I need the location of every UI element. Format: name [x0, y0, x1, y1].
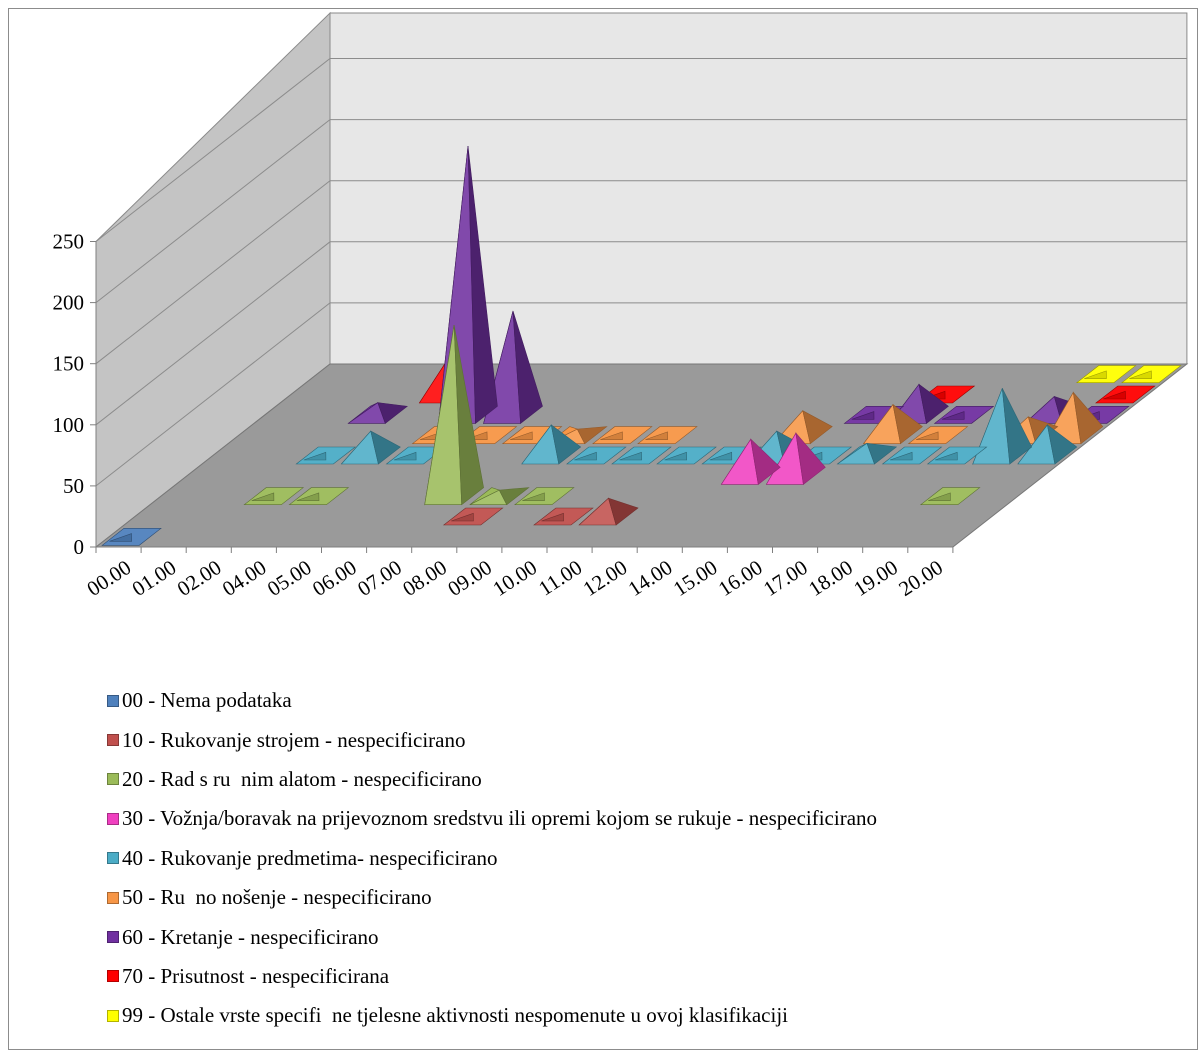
- y-tick-label: 50: [63, 474, 84, 498]
- x-tick-label: 19.00: [849, 555, 902, 601]
- y-tick-label: 150: [53, 352, 85, 376]
- x-tick-label: 09.00: [443, 555, 496, 601]
- pyramid-bar: [765, 432, 826, 485]
- pyramid-bar: [424, 325, 484, 506]
- legend-item: 60 - Kretanje - nespecificirano: [107, 917, 877, 956]
- pyramid-bar: [101, 527, 162, 546]
- pyramid-bar: [836, 442, 898, 465]
- legend-label: 70 - Prisutnost - nespecificirana: [122, 963, 390, 988]
- pyramid-bar: [514, 487, 575, 506]
- x-tick-label: 18.00: [804, 555, 857, 601]
- pyramid-bar: [566, 446, 627, 465]
- legend-swatch: [107, 812, 119, 825]
- legend-label: 10 - Rukovanje strojem - nespecificirano: [122, 727, 466, 752]
- legend-label: 60 - Kretanje - nespecificirano: [122, 924, 379, 949]
- legend-swatch: [107, 773, 119, 786]
- legend-swatch: [107, 694, 119, 707]
- pyramid-bar: [442, 507, 504, 526]
- legend-label: 20 - Rad s ru nim alatom - nespecificira…: [122, 766, 482, 791]
- legend-item: 00 - Nema podataka: [107, 681, 877, 720]
- pyramid-bar: [385, 446, 447, 465]
- pyramid-bar: [1121, 365, 1182, 384]
- pyramid-bar: [347, 402, 408, 424]
- legend-label: 30 - Vožnja/boravak na prijevoznom sreds…: [122, 806, 878, 831]
- pyramid-bar: [926, 446, 988, 465]
- x-tick-label: 07.00: [353, 555, 406, 601]
- pyramid-bar: [1095, 385, 1156, 404]
- plot-area: 0 50 100 150 200 250 00.0001.0002.0004.0005.00…: [53, 11, 1189, 601]
- legend-item: 10 - Rukovanje strojem - nespecificirano: [107, 720, 877, 759]
- gridline: [95, 180, 1187, 365]
- legend-swatch: [107, 970, 119, 983]
- pyramid-bar: [656, 446, 717, 465]
- pyramid-bar: [919, 487, 981, 506]
- pyramid-bar: [521, 424, 582, 465]
- pyramid-bar: [720, 438, 781, 485]
- pyramid-bar: [881, 446, 943, 465]
- x-tick-label: 17.00: [759, 555, 812, 601]
- x-tick-label: 12.00: [579, 555, 632, 601]
- pyramid-bar: [578, 497, 639, 526]
- x-tick-label: 05.00: [263, 555, 316, 601]
- x-tick-label: 02.00: [173, 555, 226, 601]
- gridline: [95, 58, 1187, 242]
- legend-item: 70 - Prisutnost - nespecificirana: [107, 957, 877, 996]
- legend-item: 40 - Rukovanje predmetima- nespecificira…: [107, 839, 877, 878]
- pyramid-bar: [1075, 365, 1137, 384]
- pyramid-bar: [469, 487, 530, 506]
- gridline: [95, 119, 1187, 303]
- legend-swatch: [107, 1009, 119, 1022]
- x-tick-label: 14.00: [624, 555, 677, 601]
- legend-item: 50 - Ru no nošenje - nespecificirano: [107, 878, 877, 917]
- x-tick-label: 01.00: [128, 555, 181, 601]
- pyramid-bar: [533, 507, 594, 526]
- y-tick-label: 0: [74, 535, 85, 559]
- x-tick-label: 11.00: [534, 555, 586, 600]
- gridline: [95, 302, 1187, 487]
- pyramid-bar: [933, 405, 995, 424]
- legend-swatch: [107, 891, 119, 904]
- legend-label: 50 - Ru no nošenje - nespecificirano: [122, 885, 432, 910]
- pyramid-bar: [592, 426, 653, 445]
- pyramid-bar: [972, 388, 1033, 465]
- legend-label: 40 - Rukovanje predmetima- nespecificira…: [122, 845, 498, 870]
- pyramid-bar: [288, 487, 350, 506]
- legend-item: 20 - Rad s ru nim alatom - nespecificira…: [107, 760, 877, 799]
- legend-swatch: [107, 734, 119, 747]
- gridline: [95, 241, 1187, 426]
- x-tick-label: 10.00: [488, 555, 541, 601]
- pyramid-bar: [340, 430, 401, 465]
- x-tick-label: 16.00: [714, 555, 767, 601]
- pyramid-bar: [637, 426, 698, 445]
- legend-item: 99 - Ostale vrste specifi ne tjelesne ak…: [107, 996, 877, 1035]
- x-tick-label: 04.00: [218, 555, 271, 601]
- legend-item: 30 - Vožnja/boravak na prijevoznom sreds…: [107, 799, 877, 838]
- pyramid-bar: [862, 403, 923, 445]
- legend: 00 - Nema podataka 10 - Rukovanje strojem…: [107, 681, 877, 1036]
- pyramid-bar: [907, 426, 969, 445]
- y-tick-label: 100: [53, 413, 85, 437]
- x-tick-label: 06.00: [308, 555, 361, 601]
- pyramid-bar: [1017, 424, 1078, 465]
- legend-label: 99 - Ostale vrste specifi ne tjelesne ak…: [122, 1003, 789, 1028]
- x-tick-label: 08.00: [398, 555, 451, 601]
- legend-swatch: [107, 852, 119, 865]
- legend-label: 00 - Nema podataka: [122, 688, 292, 713]
- x-tick-label: 00.00: [83, 555, 136, 601]
- pyramid-bar: [611, 446, 672, 465]
- chart-frame: 0 50 100 150 200 250 00.00 01.00 02.00 04.00 05.00…: [8, 8, 1198, 1050]
- pyramid-bar: [295, 446, 357, 465]
- x-tick-label: 15.00: [669, 555, 722, 601]
- pyramid-bar: [438, 145, 498, 425]
- pyramid-bar: [243, 487, 305, 506]
- y-tick-label: 250: [53, 230, 85, 254]
- y-tick-label: 200: [53, 291, 85, 315]
- legend-swatch: [107, 931, 119, 944]
- x-tick-label: 20.00: [894, 555, 947, 601]
